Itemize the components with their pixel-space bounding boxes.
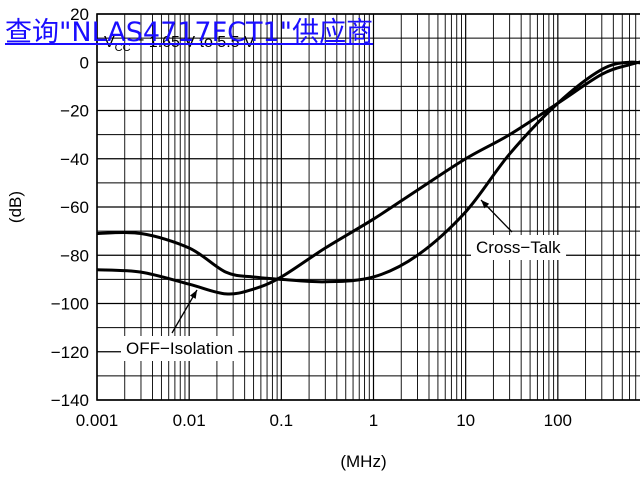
y-tick-label: −140 xyxy=(51,391,89,410)
series-callouts: OFF−Isolation Cross−Talk xyxy=(121,199,567,361)
series-line-1 xyxy=(96,60,640,296)
series-line-0 xyxy=(96,60,640,284)
vcc-annotation: VCC = 1.65 V to 5.5 V xyxy=(104,34,255,54)
x-tick-label: 10 xyxy=(456,411,475,430)
y-tick-label: −80 xyxy=(60,246,89,265)
chart-series xyxy=(96,60,640,296)
callout-arrowhead xyxy=(481,200,490,209)
series-label-box xyxy=(471,235,567,260)
callout-arrowhead xyxy=(189,290,197,299)
y-tick-label: −120 xyxy=(51,343,89,362)
x-axis-label: (MHz) xyxy=(340,452,386,471)
y-tick-label: −20 xyxy=(60,102,89,121)
vcc-annotation-main: V xyxy=(104,34,115,51)
y-tick-label: 0 xyxy=(80,53,89,72)
vcc-annotation-rest: = 1.65 V to 5.5 V xyxy=(131,34,255,51)
series-label: OFF−Isolation xyxy=(126,339,233,358)
series-label: Cross−Talk xyxy=(476,238,561,257)
x-tick-label: 100 xyxy=(544,411,572,430)
plot-frame xyxy=(96,13,640,401)
y-tick-label: 20 xyxy=(70,5,89,24)
vcc-annotation-sub: CC xyxy=(115,42,131,54)
y-tick-label: −40 xyxy=(60,150,89,169)
chart-grid xyxy=(96,13,640,401)
y-axis-label: (dB) xyxy=(6,191,25,223)
supplier-link[interactable]: 查询"NLAS4717FCT1"供应商 xyxy=(5,17,374,48)
x-tick-label: 1 xyxy=(369,411,378,430)
series-label-box xyxy=(121,336,239,361)
y-tick-label: −60 xyxy=(60,198,89,217)
x-tick-label: 0.001 xyxy=(76,411,119,430)
axis-ticks: 0.001 0.01 0.1 1 10 100 20 0 −20 −40 −60 −80 −100 −12… xyxy=(51,5,572,430)
x-tick-label: 0.01 xyxy=(173,411,206,430)
y-tick-label: −100 xyxy=(51,295,89,314)
x-tick-label: 0.1 xyxy=(270,411,294,430)
